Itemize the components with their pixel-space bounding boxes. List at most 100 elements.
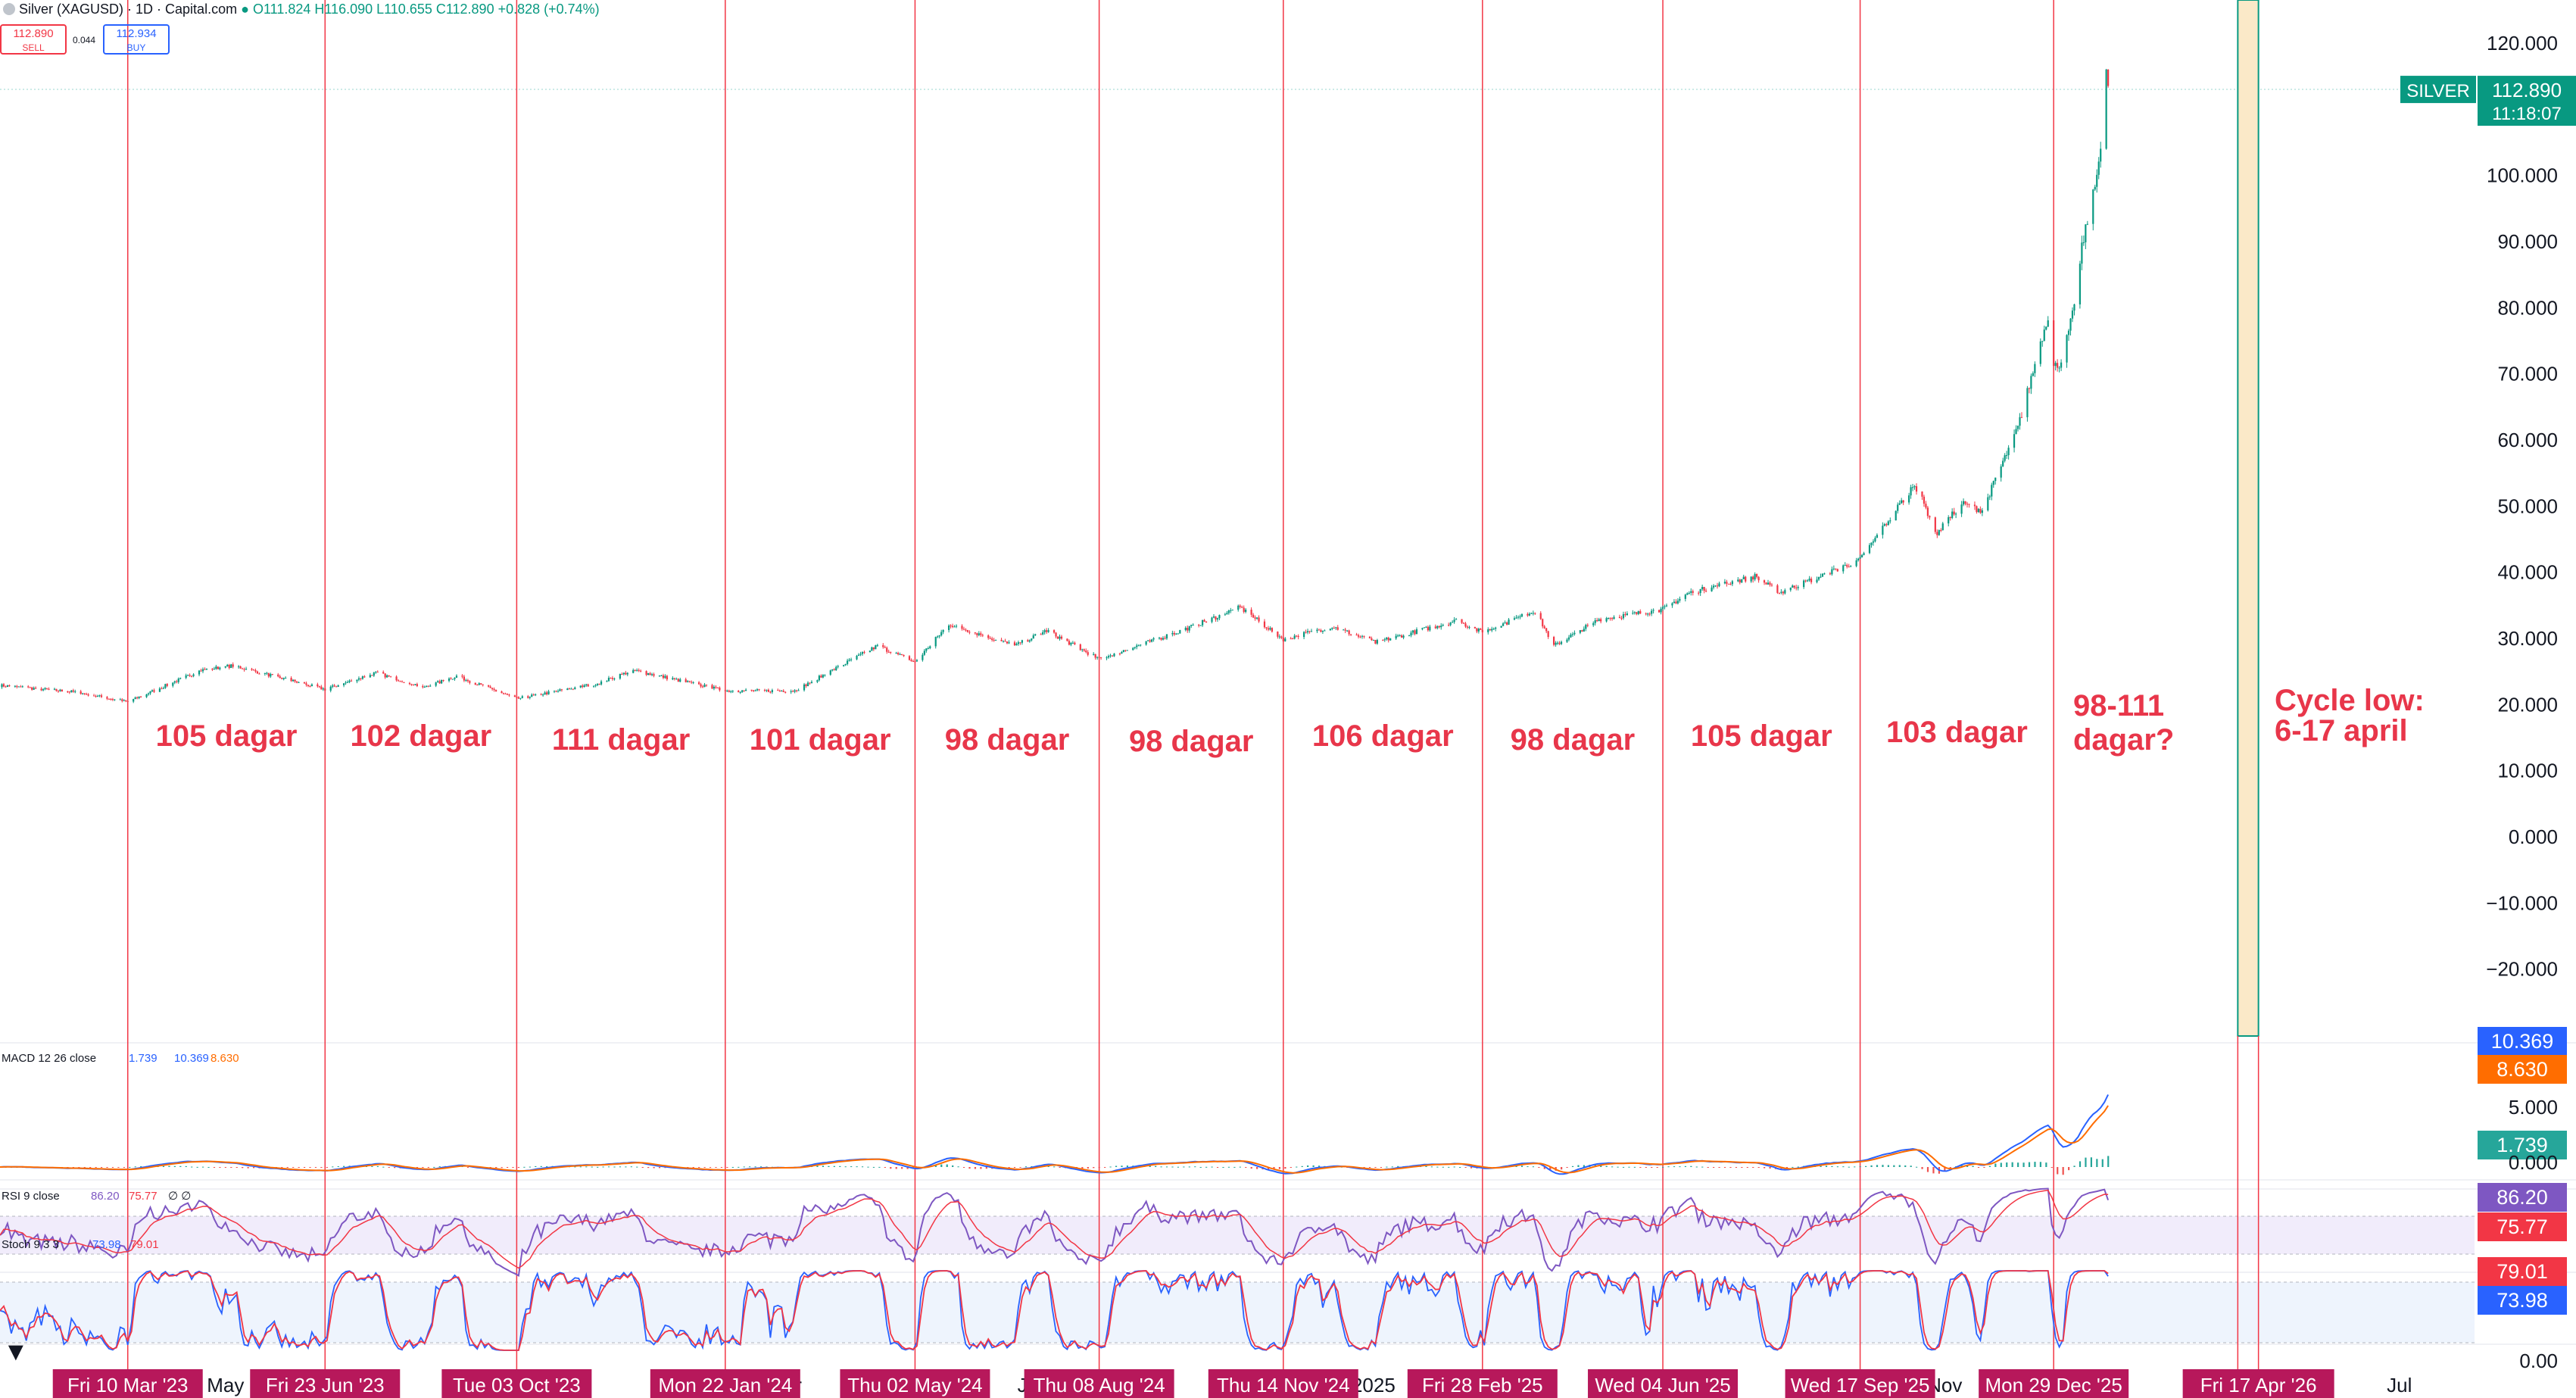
macd-histogram-bar — [1566, 1167, 1568, 1169]
candle-body — [634, 669, 636, 671]
macd-histogram-bar — [162, 1166, 165, 1167]
candle-body — [1594, 620, 1596, 623]
candle-body — [816, 680, 819, 682]
candle-body — [1648, 613, 1651, 615]
symbol-tag — [2400, 76, 2476, 104]
candle-body — [1402, 635, 1405, 638]
candle-body — [1068, 641, 1071, 645]
macd-histogram-bar — [1836, 1166, 1839, 1168]
macd-histogram-bar — [376, 1166, 379, 1167]
macd-histogram-bar — [252, 1167, 255, 1169]
candle-body — [1329, 629, 1331, 631]
candle-body — [559, 689, 561, 691]
macd-histogram-bar — [1870, 1165, 1873, 1167]
candle-body — [1111, 655, 1114, 657]
candle-body — [664, 676, 666, 679]
macd-histogram-bar — [179, 1166, 182, 1167]
candle-body — [42, 689, 45, 691]
candle-body — [1726, 582, 1728, 584]
buy-button[interactable]: 112.934 BUY — [103, 24, 170, 55]
macd-histogram-bar — [636, 1166, 638, 1168]
macd-histogram-bar — [884, 1167, 886, 1168]
candle-body — [44, 688, 46, 690]
macd-histogram-bar — [1216, 1167, 1219, 1168]
candle-body — [1203, 619, 1205, 622]
candle-body — [677, 679, 679, 682]
candle-body — [1718, 583, 1720, 587]
candle-body — [1066, 638, 1068, 641]
macd-histogram-bar — [1199, 1166, 1202, 1168]
cycle-length-label: 98 dagar — [1129, 725, 1254, 758]
candle-body — [1344, 629, 1346, 631]
macd-histogram-bar — [844, 1166, 847, 1168]
candle-body — [1423, 627, 1425, 629]
macd-histogram-bar — [1436, 1166, 1439, 1168]
macd-histogram-bar — [2068, 1167, 2070, 1171]
candle-body — [21, 686, 23, 688]
candle-body — [1792, 585, 1794, 588]
candle-body — [373, 672, 375, 676]
cycle-low-note: Cycle low: — [2275, 684, 2425, 717]
candle-body — [897, 652, 900, 655]
candle-body — [914, 661, 916, 663]
candle-body — [441, 679, 443, 684]
macd-signal-value: 10.369 — [174, 1052, 209, 1065]
candle-body — [1346, 630, 1349, 632]
candle-body — [230, 664, 232, 669]
signal-badge: 8.630 — [2496, 1058, 2548, 1081]
candle-body — [1941, 523, 1944, 531]
candle-body — [2013, 434, 2016, 448]
candle-body — [566, 688, 569, 691]
candle-body — [219, 667, 221, 669]
candle-body — [730, 691, 732, 692]
macd-histogram-bar — [337, 1166, 339, 1168]
macd-histogram-bar — [1932, 1167, 1935, 1174]
candle-body — [2041, 341, 2044, 342]
candle-body — [1889, 520, 1891, 522]
candle-body — [87, 694, 89, 696]
candle-body — [187, 675, 189, 676]
candle-body — [2092, 189, 2094, 224]
candle-body — [912, 660, 915, 662]
macd-histogram-bar — [715, 1167, 717, 1168]
candle-body — [1609, 617, 1611, 619]
macd-histogram-bar — [726, 1167, 728, 1168]
macd-histogram-bar — [1713, 1167, 1715, 1168]
candle-body — [1348, 630, 1350, 635]
macd-histogram-bar — [309, 1167, 311, 1168]
candle-body — [305, 683, 307, 685]
candle-body — [1742, 576, 1745, 579]
candle-body — [835, 666, 837, 671]
candle-body — [1212, 616, 1215, 618]
candle-body — [1107, 656, 1110, 658]
candle-body — [40, 688, 42, 691]
candle-body — [1714, 585, 1717, 587]
candle-body — [679, 679, 681, 682]
candle-body — [540, 694, 542, 695]
candle-body — [6, 685, 9, 688]
candle-body — [1134, 647, 1136, 648]
rsi-flags: ∅ ∅ — [168, 1190, 191, 1203]
macd-histogram-bar — [692, 1167, 694, 1168]
candle-body — [1448, 625, 1450, 626]
candle-body — [277, 674, 279, 677]
candle-body — [1436, 626, 1439, 629]
sell-button[interactable]: 112.890 SELL — [0, 24, 67, 55]
macd-histogram-bar — [957, 1166, 959, 1168]
candle-body — [1679, 598, 1681, 601]
candle-body — [1333, 628, 1335, 629]
macd-histogram-bar — [1921, 1167, 1923, 1169]
symbol-icon — [3, 3, 15, 15]
candle-body — [2028, 388, 2031, 389]
symbol-title[interactable]: Silver (XAGUSD) · 1D · Capital.com — [19, 2, 238, 17]
candle-body — [598, 683, 600, 685]
candle-body — [2069, 318, 2072, 331]
macd-histogram-bar — [1854, 1166, 1856, 1168]
candle-body — [806, 682, 809, 687]
macd-histogram-bar — [1278, 1167, 1281, 1169]
candle-body — [611, 678, 614, 679]
candle-body — [201, 669, 204, 672]
candle-body — [429, 685, 432, 687]
macd-histogram-bar — [1988, 1166, 1991, 1167]
